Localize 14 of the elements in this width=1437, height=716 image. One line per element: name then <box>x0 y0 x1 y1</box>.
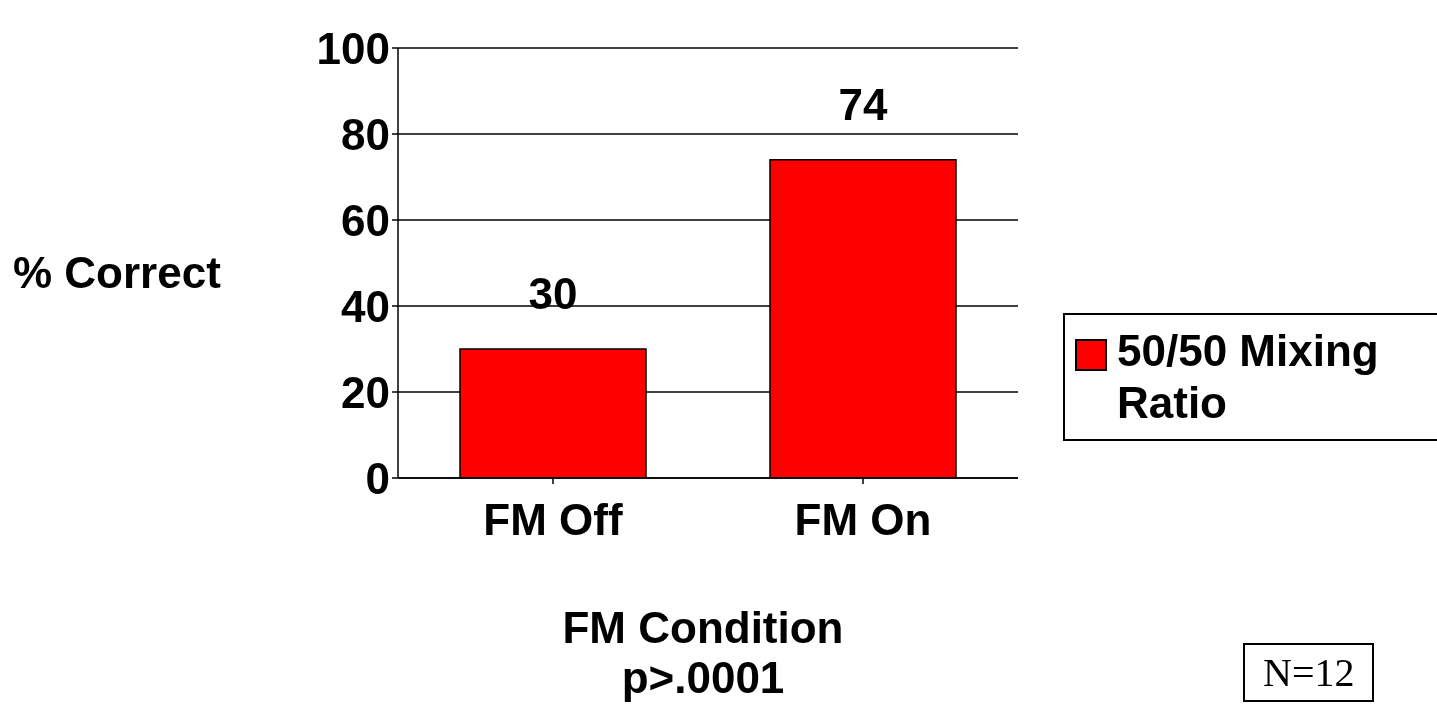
x-tick-label: FM Off <box>483 495 623 545</box>
y-tick-label: 100 <box>316 23 390 73</box>
data-label: 74 <box>838 79 888 129</box>
x-tick-label: FM On <box>794 495 932 545</box>
x-axis-title: FM Condition <box>561 603 845 653</box>
y-axis-title: % Correct <box>13 248 221 298</box>
y-tick-label: 40 <box>341 281 390 331</box>
y-tick-label: 80 <box>341 109 390 159</box>
y-tick-label: 60 <box>341 195 390 245</box>
y-tick-label: 0 <box>365 453 390 503</box>
text: p>.0001 <box>620 653 786 703</box>
text: N=12 <box>1243 643 1375 702</box>
legend-label: 50/50 Mixing Ratio <box>1117 325 1380 429</box>
y-tick-label: 20 <box>341 367 390 417</box>
